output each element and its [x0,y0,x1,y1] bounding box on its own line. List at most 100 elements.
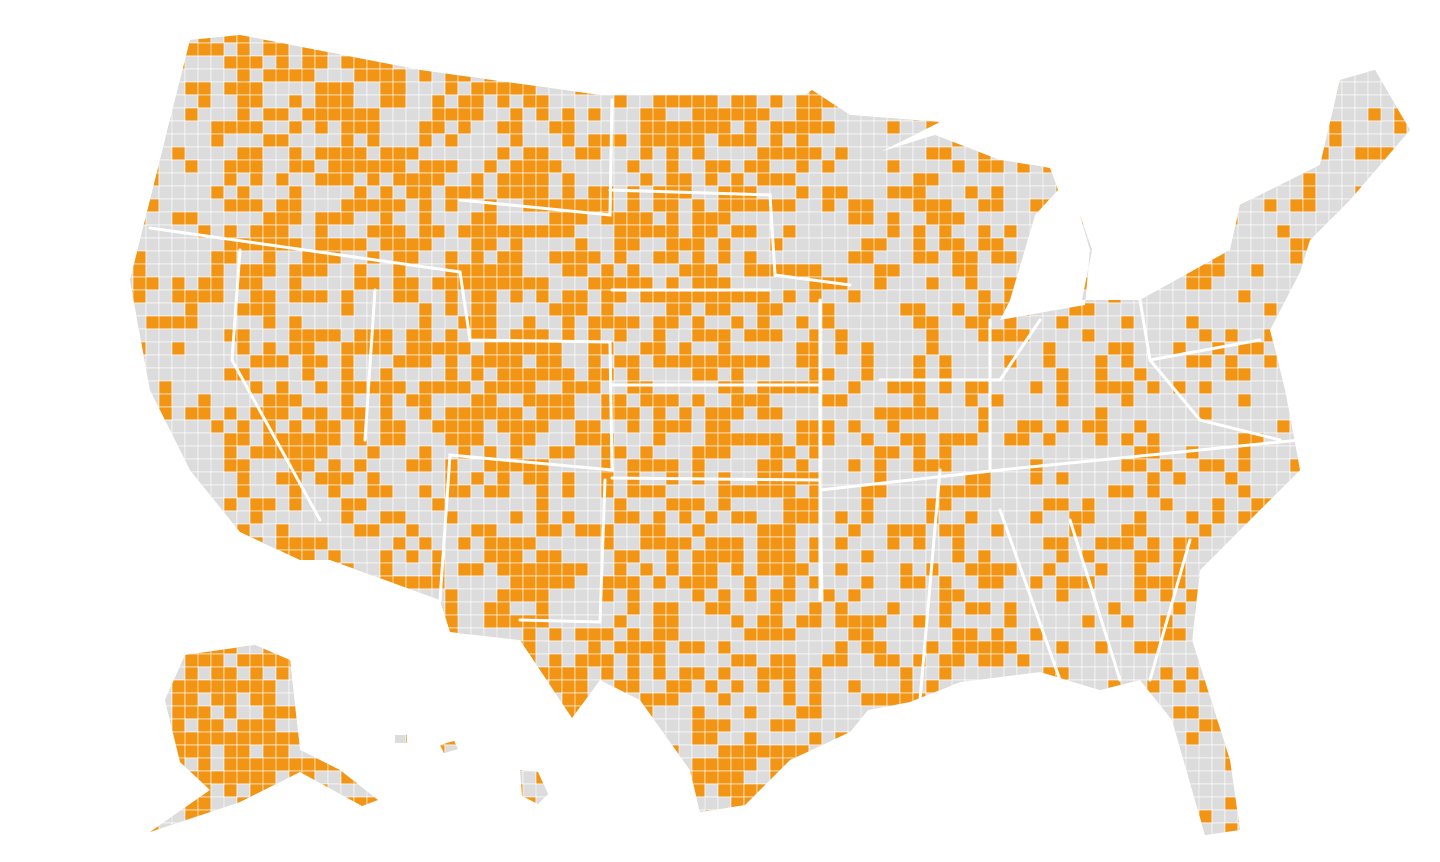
county [834,445,849,460]
county [249,458,264,473]
county [808,198,823,213]
county [990,68,1005,83]
county [353,35,368,44]
county [418,146,433,161]
county [1302,68,1317,83]
county [1406,315,1410,330]
county [613,510,628,525]
county [977,55,992,70]
county [1393,81,1408,96]
county [977,42,992,57]
county [1263,263,1278,278]
county [366,575,381,590]
county [1315,484,1330,499]
county [743,562,758,577]
county [626,289,641,304]
county [1133,666,1148,681]
county [1341,588,1356,603]
county [1120,146,1148,161]
county [1250,640,1265,655]
county [990,341,1005,356]
county [613,211,628,226]
county [613,549,628,564]
county [587,42,602,57]
county [236,289,251,304]
county [496,393,511,408]
county [1289,315,1317,330]
county [1029,536,1044,551]
county [171,562,186,577]
county [1341,328,1356,343]
county [860,445,875,460]
county [130,172,134,187]
county [197,237,212,252]
county [548,666,563,681]
county [366,653,394,668]
county [1224,172,1239,187]
county [808,627,823,642]
county [171,276,186,291]
county [1263,380,1278,395]
county [262,523,277,538]
county [158,276,173,291]
county [418,393,433,408]
county [301,406,316,421]
county [1003,198,1018,213]
county [1367,35,1395,44]
county [1224,159,1252,174]
county [431,471,446,486]
county [522,432,537,447]
county [1354,562,1382,577]
county [782,380,797,395]
county [795,107,810,122]
county [1354,380,1369,395]
county [288,575,303,590]
county [1211,133,1226,148]
county [1107,250,1122,265]
county [1406,146,1410,161]
county [1185,471,1200,486]
county [314,497,329,512]
county [1250,601,1278,616]
county [535,289,550,304]
county [808,224,823,239]
county [210,562,225,577]
county [1250,107,1265,122]
county [1185,172,1200,187]
county [184,445,199,460]
county [1341,172,1356,187]
county [184,419,199,434]
county [1328,419,1356,434]
county [1120,419,1135,434]
county [431,419,446,434]
county [1315,575,1343,590]
county [353,133,368,148]
county [1094,146,1109,161]
county [483,601,498,616]
county [1302,354,1330,369]
county [1042,588,1057,603]
county [1198,276,1213,291]
county [1263,81,1278,96]
county [1237,146,1265,161]
county [1315,237,1330,252]
county [535,393,550,408]
county [1172,120,1200,135]
county [613,666,628,681]
county [717,198,732,213]
county [886,198,901,213]
county [574,601,589,616]
county [613,523,628,538]
county [678,510,693,525]
county [1302,211,1317,226]
county [1133,42,1148,57]
county [1315,354,1343,369]
county [756,627,771,642]
county [652,328,667,343]
county [704,653,719,668]
county [457,419,472,434]
county [483,302,498,317]
county [392,406,407,421]
county [691,588,706,603]
county [1315,289,1330,304]
